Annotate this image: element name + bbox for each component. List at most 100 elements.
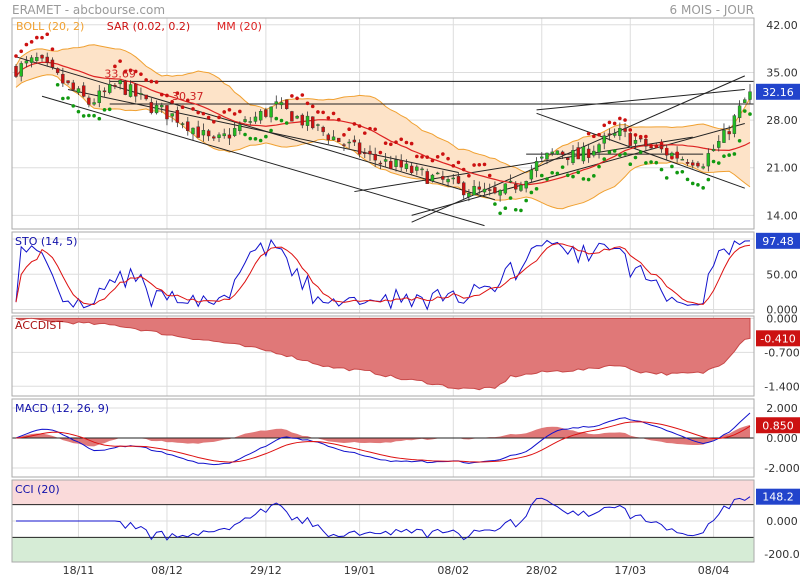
candle-body: [368, 150, 372, 155]
sar-dot: [409, 141, 414, 146]
sar-dot: [675, 151, 679, 156]
sar-dot: [566, 173, 570, 178]
y-tick-label: 2.000: [766, 402, 798, 415]
last-value-badge: [756, 232, 800, 249]
sar-dot: [623, 152, 627, 156]
sar-dot: [300, 93, 305, 97]
chart-title-right: 6 MOIS - JOUR: [670, 3, 754, 17]
candle-body: [212, 136, 216, 139]
sar-dot: [66, 96, 70, 100]
candle-body: [14, 65, 18, 77]
panel-title-accdist: ACCDIST: [15, 319, 63, 332]
candle-body: [108, 84, 112, 93]
sar-dot: [649, 143, 653, 148]
sar-dot: [748, 112, 752, 116]
sar-dot: [123, 69, 128, 74]
sar-dot: [545, 177, 549, 181]
candle-body: [191, 127, 195, 135]
sar-dot: [165, 93, 169, 98]
sar-dot: [222, 110, 227, 114]
candle-body: [623, 128, 627, 132]
candle-body: [404, 163, 409, 169]
sar-dot: [40, 35, 44, 40]
sar-dot: [305, 101, 310, 106]
sar-dot: [664, 147, 669, 152]
sar-dot: [290, 94, 294, 98]
candle-body: [113, 85, 117, 87]
sar-dot: [180, 105, 185, 110]
sar-dot: [243, 132, 247, 137]
sar-dot: [118, 59, 122, 63]
sar-dot: [633, 155, 638, 160]
candle-body: [134, 83, 138, 97]
candle-body: [378, 162, 383, 165]
sar-dot: [326, 116, 331, 120]
sar-dot: [14, 54, 18, 58]
trend-line: [411, 123, 745, 216]
candle-body: [534, 161, 539, 171]
candle-body: [628, 133, 632, 146]
sar-dot: [191, 107, 195, 111]
sar-dot: [279, 118, 284, 123]
sar-dot: [498, 211, 502, 216]
candle-body: [40, 54, 44, 59]
candle-body: [581, 146, 586, 162]
candle-body: [357, 142, 362, 155]
candle-body: [701, 166, 705, 169]
sar-dot: [102, 108, 107, 112]
candle-body: [232, 128, 237, 136]
sar-dot: [92, 113, 96, 118]
candle-body: [446, 179, 450, 183]
candle-body: [706, 153, 711, 167]
y-tick-label: 50.00: [766, 268, 798, 281]
sar-dot: [144, 78, 148, 82]
candle-body: [722, 129, 726, 143]
sar-dot: [638, 150, 643, 154]
legend-entry: MM (20): [217, 20, 262, 33]
candle-body: [201, 130, 206, 136]
y-tick-label: 0.000: [766, 303, 798, 316]
candle-body: [586, 148, 591, 158]
candle-body: [149, 102, 154, 114]
sar-dot: [701, 186, 705, 190]
trend-line: [41, 95, 485, 227]
candle-body: [35, 57, 39, 61]
sar-dot: [654, 144, 659, 149]
candle-body: [165, 105, 169, 120]
candle-body: [618, 128, 622, 136]
sar-dot: [597, 132, 601, 137]
candle-body: [612, 133, 617, 136]
candle-body: [196, 126, 200, 138]
candle-body: [482, 188, 487, 193]
candle-body: [71, 82, 75, 90]
sar-dot: [493, 202, 497, 206]
panel-title-macd: MACD (12, 26, 9): [15, 402, 109, 415]
candle-body: [50, 59, 55, 68]
candle-body: [498, 189, 502, 196]
x-tick-label: 08/04: [698, 564, 730, 577]
y-tick-label: -200.0: [764, 548, 799, 561]
sar-dot: [295, 96, 299, 101]
candle-body: [102, 90, 107, 93]
candle-body: [373, 153, 377, 161]
sar-dot: [61, 96, 65, 101]
candle-body: [529, 169, 534, 180]
y-tick-label: 0.000: [766, 515, 798, 528]
candle-body: [238, 124, 242, 132]
cci-overbought-zone: [12, 480, 754, 505]
candle-body: [514, 184, 518, 190]
candle-body: [576, 147, 580, 160]
candle-body: [316, 124, 320, 126]
sar-dot: [394, 140, 398, 145]
sar-dot: [368, 126, 372, 131]
last-value-label: -0.410: [760, 332, 795, 345]
candle-body: [305, 115, 310, 126]
sar-dot: [19, 49, 24, 54]
candle-body: [560, 151, 565, 155]
sar-dot: [477, 162, 482, 167]
sar-dot: [675, 170, 679, 175]
sar-dot: [415, 154, 419, 159]
sar-dot: [399, 137, 404, 142]
candle-body: [389, 161, 393, 169]
candle-body: [61, 74, 65, 84]
